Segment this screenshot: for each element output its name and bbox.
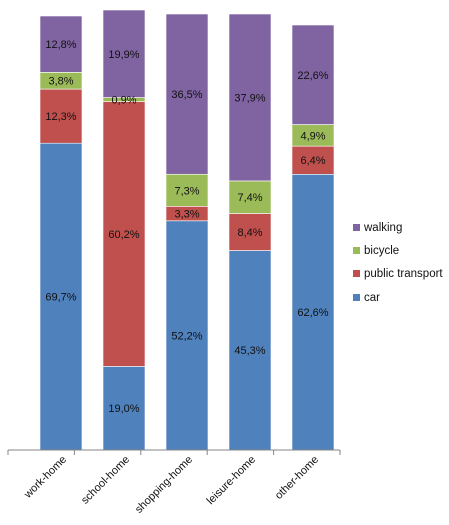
category-label-leisure-home: leisure-home xyxy=(205,454,258,507)
bar-segment-bicycle-shopping-home xyxy=(165,173,209,207)
legend-label-car: car xyxy=(364,292,380,304)
bar-segment-public-transport-school-home xyxy=(102,101,146,367)
data-label-car-shopping-home: 52,2% xyxy=(171,330,202,342)
data-label-bicycle-leisure-home: 7,4% xyxy=(237,192,262,204)
legend-swatch-public-transport xyxy=(353,270,360,277)
data-label-walking-other-home: 22,6% xyxy=(297,70,328,82)
bar-segment-bicycle-leisure-home xyxy=(228,180,272,214)
segment-labels: 69,7% 12,3% 3,8% 12,8% 19,0% 60,2% 0,9% 19,9% 52… xyxy=(45,39,328,415)
x-axis-ticks xyxy=(7,450,341,455)
category-label-other-home: other-home xyxy=(273,454,321,502)
legend-label-public-transport: public transport xyxy=(364,268,443,280)
bar-segment-public-transport-leisure-home xyxy=(228,213,272,251)
data-label-bicycle-school-home: 0,9% xyxy=(111,95,136,107)
data-label-bicycle-other-home: 4,9% xyxy=(300,130,325,142)
data-label-bicycle-shopping-home: 7,3% xyxy=(174,185,199,197)
data-label-walking-leisure-home: 37,9% xyxy=(234,92,265,104)
data-label-walking-school-home: 19,9% xyxy=(108,49,139,61)
bar-segment-car-work-home xyxy=(39,142,83,451)
legend-swatch-walking xyxy=(353,224,360,231)
data-label-car-work-home: 69,7% xyxy=(45,292,76,304)
category-label-shopping-home: shopping-home xyxy=(133,454,195,516)
legend-label-walking: walking xyxy=(363,222,402,234)
legend: walking bicycle public transport car xyxy=(353,222,443,304)
legend-label-bicycle: bicycle xyxy=(364,245,399,257)
category-label-school-home: school-home xyxy=(79,454,132,507)
data-label-public-transport-other-home: 6,4% xyxy=(300,155,325,167)
bar-segment-walking-other-home xyxy=(291,24,335,125)
category-label-work-home: work-home xyxy=(21,454,69,502)
data-label-walking-work-home: 12,8% xyxy=(45,39,76,51)
bar-segment-walking-leisure-home xyxy=(228,13,272,182)
data-label-public-transport-leisure-home: 8,4% xyxy=(237,227,262,239)
bar-segment-walking-work-home xyxy=(39,15,83,73)
bars-layer xyxy=(39,9,335,451)
bar-segment-public-transport-other-home xyxy=(291,145,335,175)
legend-swatch-car xyxy=(353,294,360,301)
legend-swatch-bicycle xyxy=(353,247,360,254)
bar-segment-car-school-home xyxy=(102,366,146,451)
bar-segment-walking-school-home xyxy=(102,9,146,98)
data-label-public-transport-shopping-home: 3,3% xyxy=(174,209,199,221)
bar-segment-car-shopping-home xyxy=(165,220,209,451)
data-label-public-transport-school-home: 60,2% xyxy=(108,229,139,241)
data-label-public-transport-work-home: 12,3% xyxy=(45,111,76,123)
bar-segment-public-transport-work-home xyxy=(39,88,83,144)
data-label-walking-shopping-home: 36,5% xyxy=(171,89,202,101)
data-label-car-leisure-home: 45,3% xyxy=(234,345,265,357)
category-labels: work-home school-home shopping-home leisure… xyxy=(21,454,321,516)
data-label-car-school-home: 19,0% xyxy=(108,403,139,415)
data-label-car-other-home: 62,6% xyxy=(297,307,328,319)
bar-segment-walking-shopping-home xyxy=(165,13,209,175)
data-label-bicycle-work-home: 3,8% xyxy=(48,76,73,88)
